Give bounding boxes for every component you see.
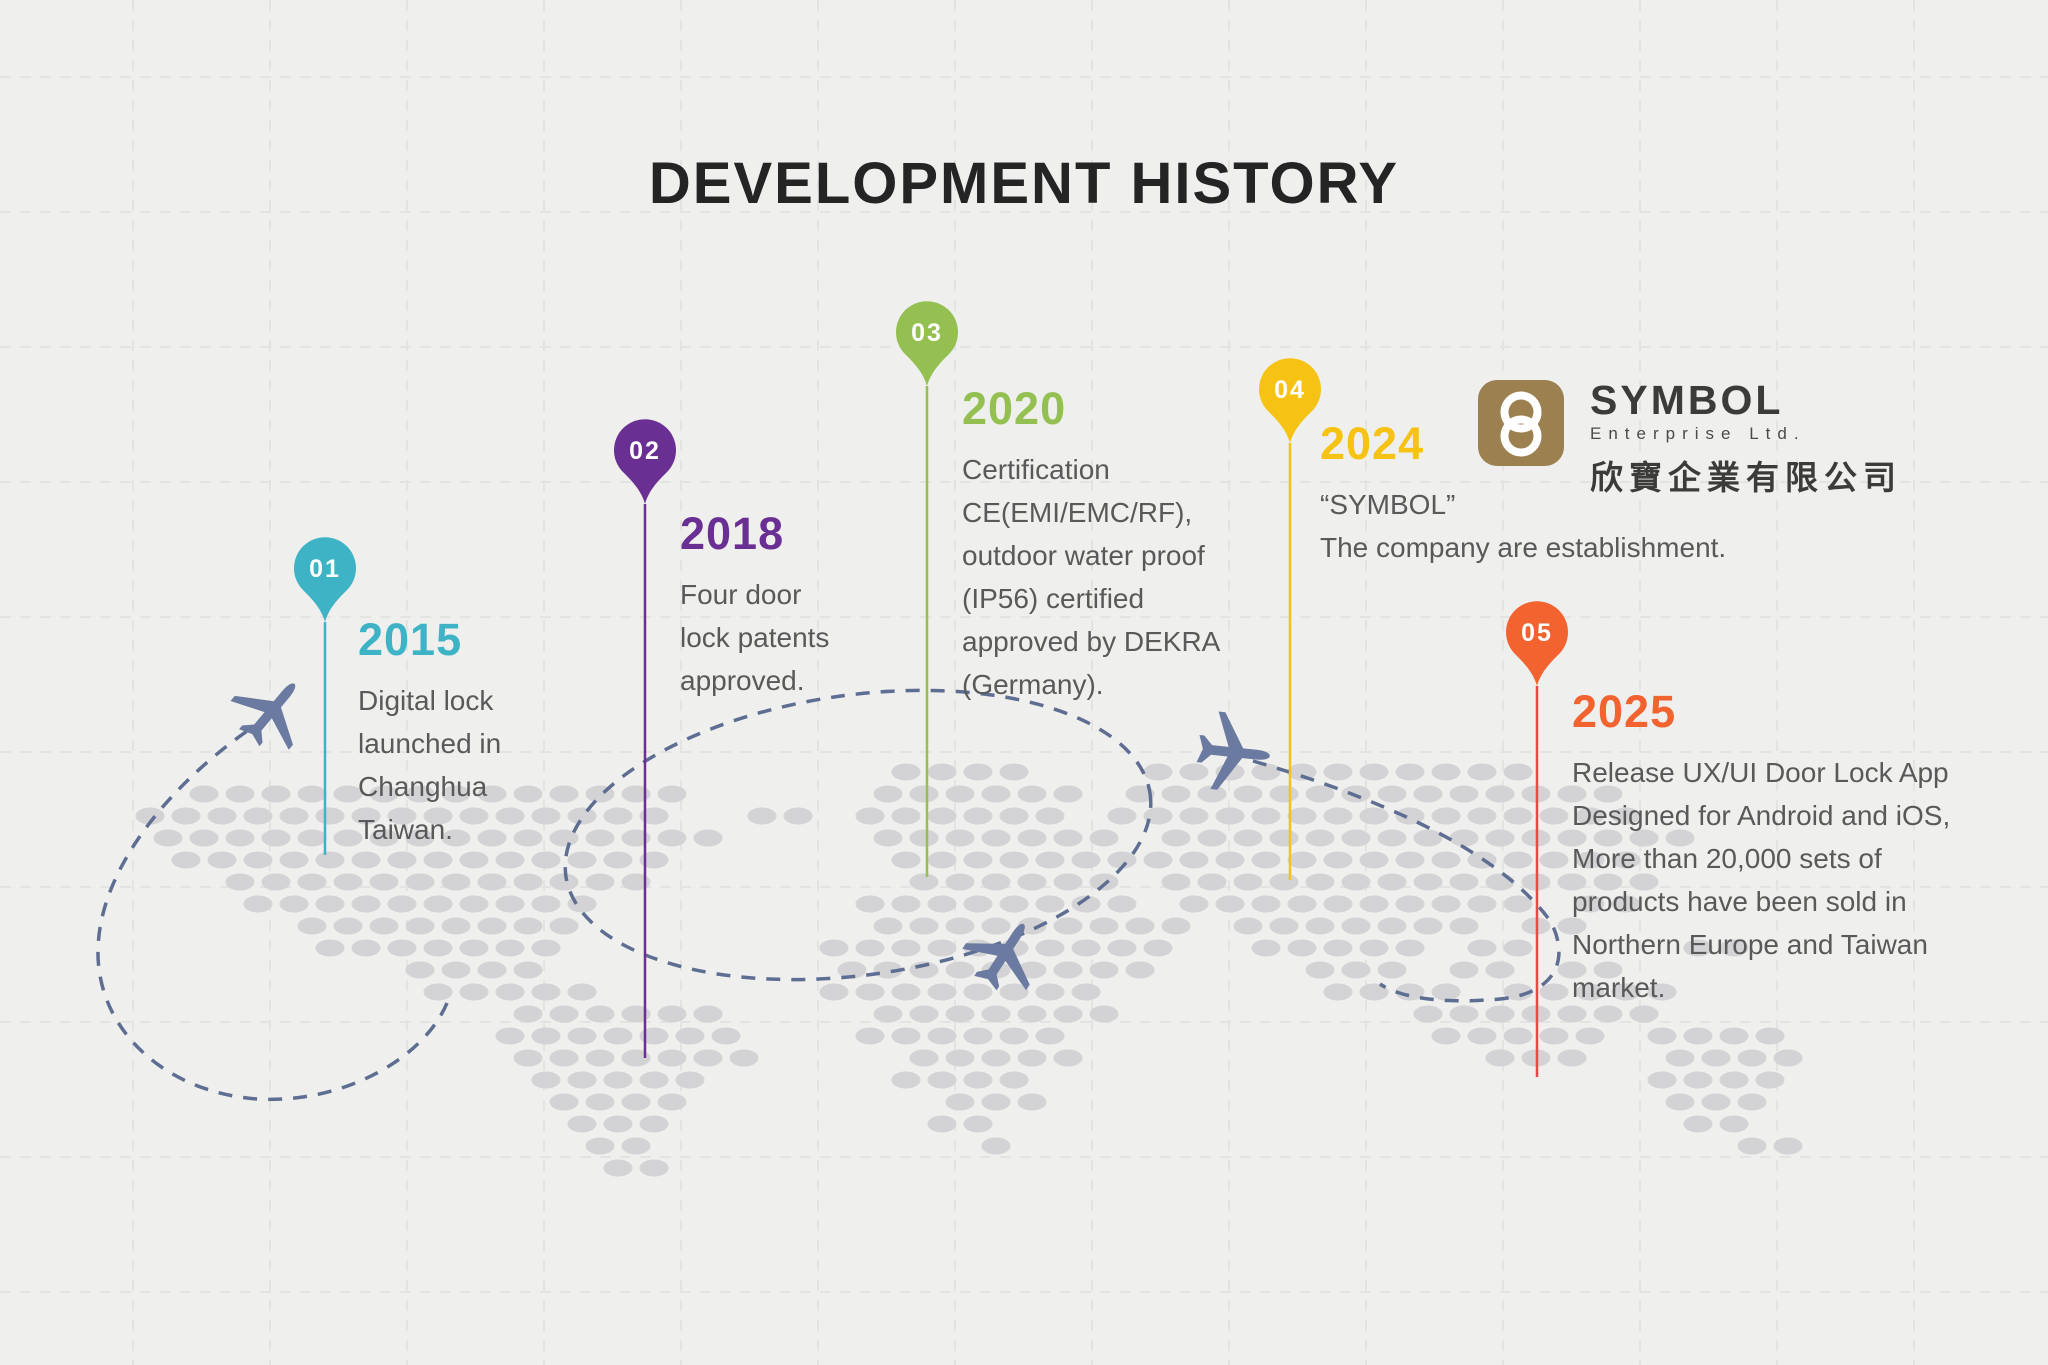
pin-03: 03 <box>896 301 958 386</box>
flight-path-center-loop <box>563 688 1153 982</box>
pin-02: 02 <box>614 419 676 504</box>
pin-marker-icon <box>614 419 676 504</box>
pin-lines <box>323 386 1539 1077</box>
pin-05: 05 <box>1506 601 1568 686</box>
airplane-icon <box>1196 711 1270 790</box>
pin-number: 02 <box>629 437 661 465</box>
flight-path-left-loop <box>96 727 449 1102</box>
airplane-icon <box>962 923 1030 991</box>
airplanes <box>230 683 1270 991</box>
pin-marker-icon <box>294 537 356 622</box>
flight-paths <box>96 688 1561 1102</box>
pin-number: 01 <box>309 555 341 583</box>
pin-marker-icon <box>1506 601 1568 686</box>
world-map-dots <box>135 763 1803 1177</box>
airplane-icon <box>230 683 296 750</box>
pin-number: 04 <box>1274 376 1306 404</box>
pin-marker-icon <box>896 301 958 386</box>
pin-number: 05 <box>1521 619 1553 647</box>
flight-path-right-arc <box>1252 759 1561 1003</box>
pin-01: 01 <box>294 537 356 622</box>
pin-04: 04 <box>1259 358 1321 443</box>
pin-number: 03 <box>911 319 943 347</box>
pin-marker-icon <box>1259 358 1321 443</box>
